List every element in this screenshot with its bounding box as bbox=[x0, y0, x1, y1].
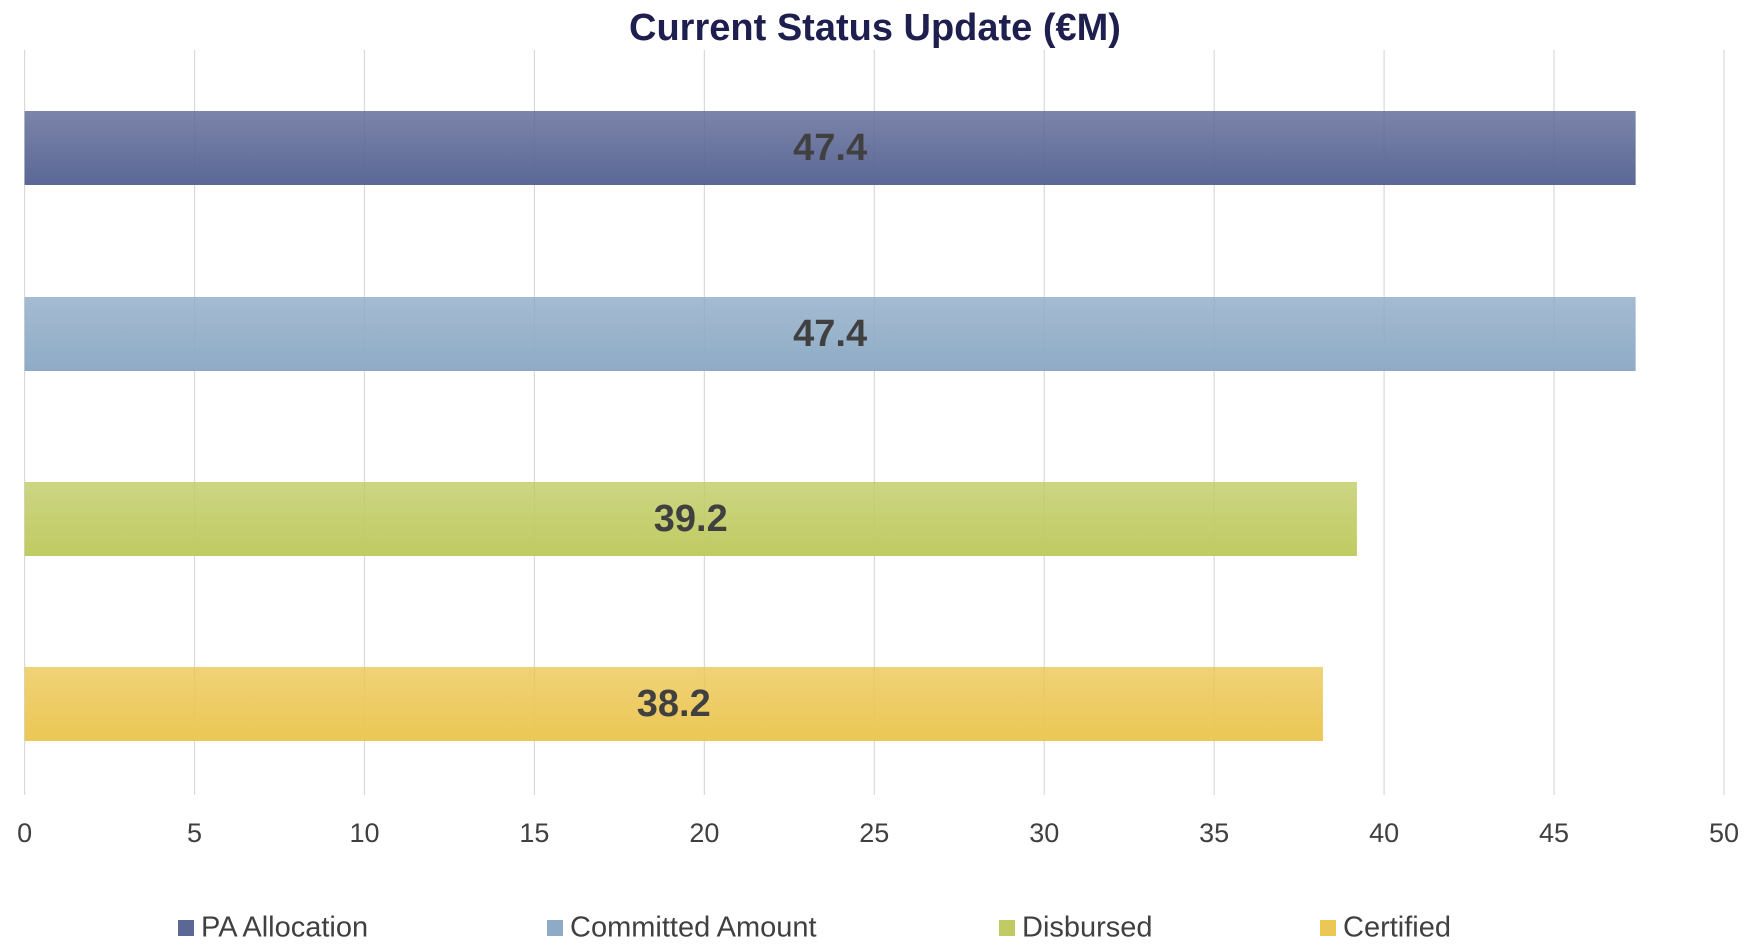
bar bbox=[24, 297, 1636, 371]
data-label: 39.2 bbox=[654, 498, 728, 540]
legend-label: Committed Amount bbox=[570, 912, 817, 944]
x-tick-label: 40 bbox=[1369, 818, 1399, 848]
x-tick-label: 30 bbox=[1029, 818, 1059, 848]
legend-swatch bbox=[547, 920, 563, 936]
legend-swatch bbox=[999, 920, 1015, 936]
x-tick-label: 50 bbox=[1709, 818, 1739, 848]
legend-label: Disbursed bbox=[1022, 912, 1153, 944]
bar bbox=[24, 482, 1357, 556]
bar bbox=[24, 667, 1323, 741]
x-tick-label: 10 bbox=[349, 818, 379, 848]
data-label: 47.4 bbox=[793, 313, 867, 355]
data-label: 38.2 bbox=[637, 683, 711, 725]
legend-label: Certified bbox=[1343, 912, 1451, 944]
x-tick-label: 35 bbox=[1199, 818, 1229, 848]
data-label: 47.4 bbox=[793, 127, 867, 169]
x-tick-label: 15 bbox=[519, 818, 549, 848]
x-tick-label: 20 bbox=[689, 818, 719, 848]
x-tick-label: 0 bbox=[17, 818, 32, 848]
chart-title: Current Status Update (€M) bbox=[629, 7, 1121, 49]
x-tick-label: 25 bbox=[859, 818, 889, 848]
bar bbox=[24, 111, 1636, 185]
legend-swatch bbox=[178, 920, 194, 936]
x-tick-label: 45 bbox=[1539, 818, 1569, 848]
x-tick-label: 5 bbox=[187, 818, 202, 848]
legend-label: PA Allocation bbox=[201, 912, 368, 944]
legend-swatch bbox=[1320, 920, 1336, 936]
